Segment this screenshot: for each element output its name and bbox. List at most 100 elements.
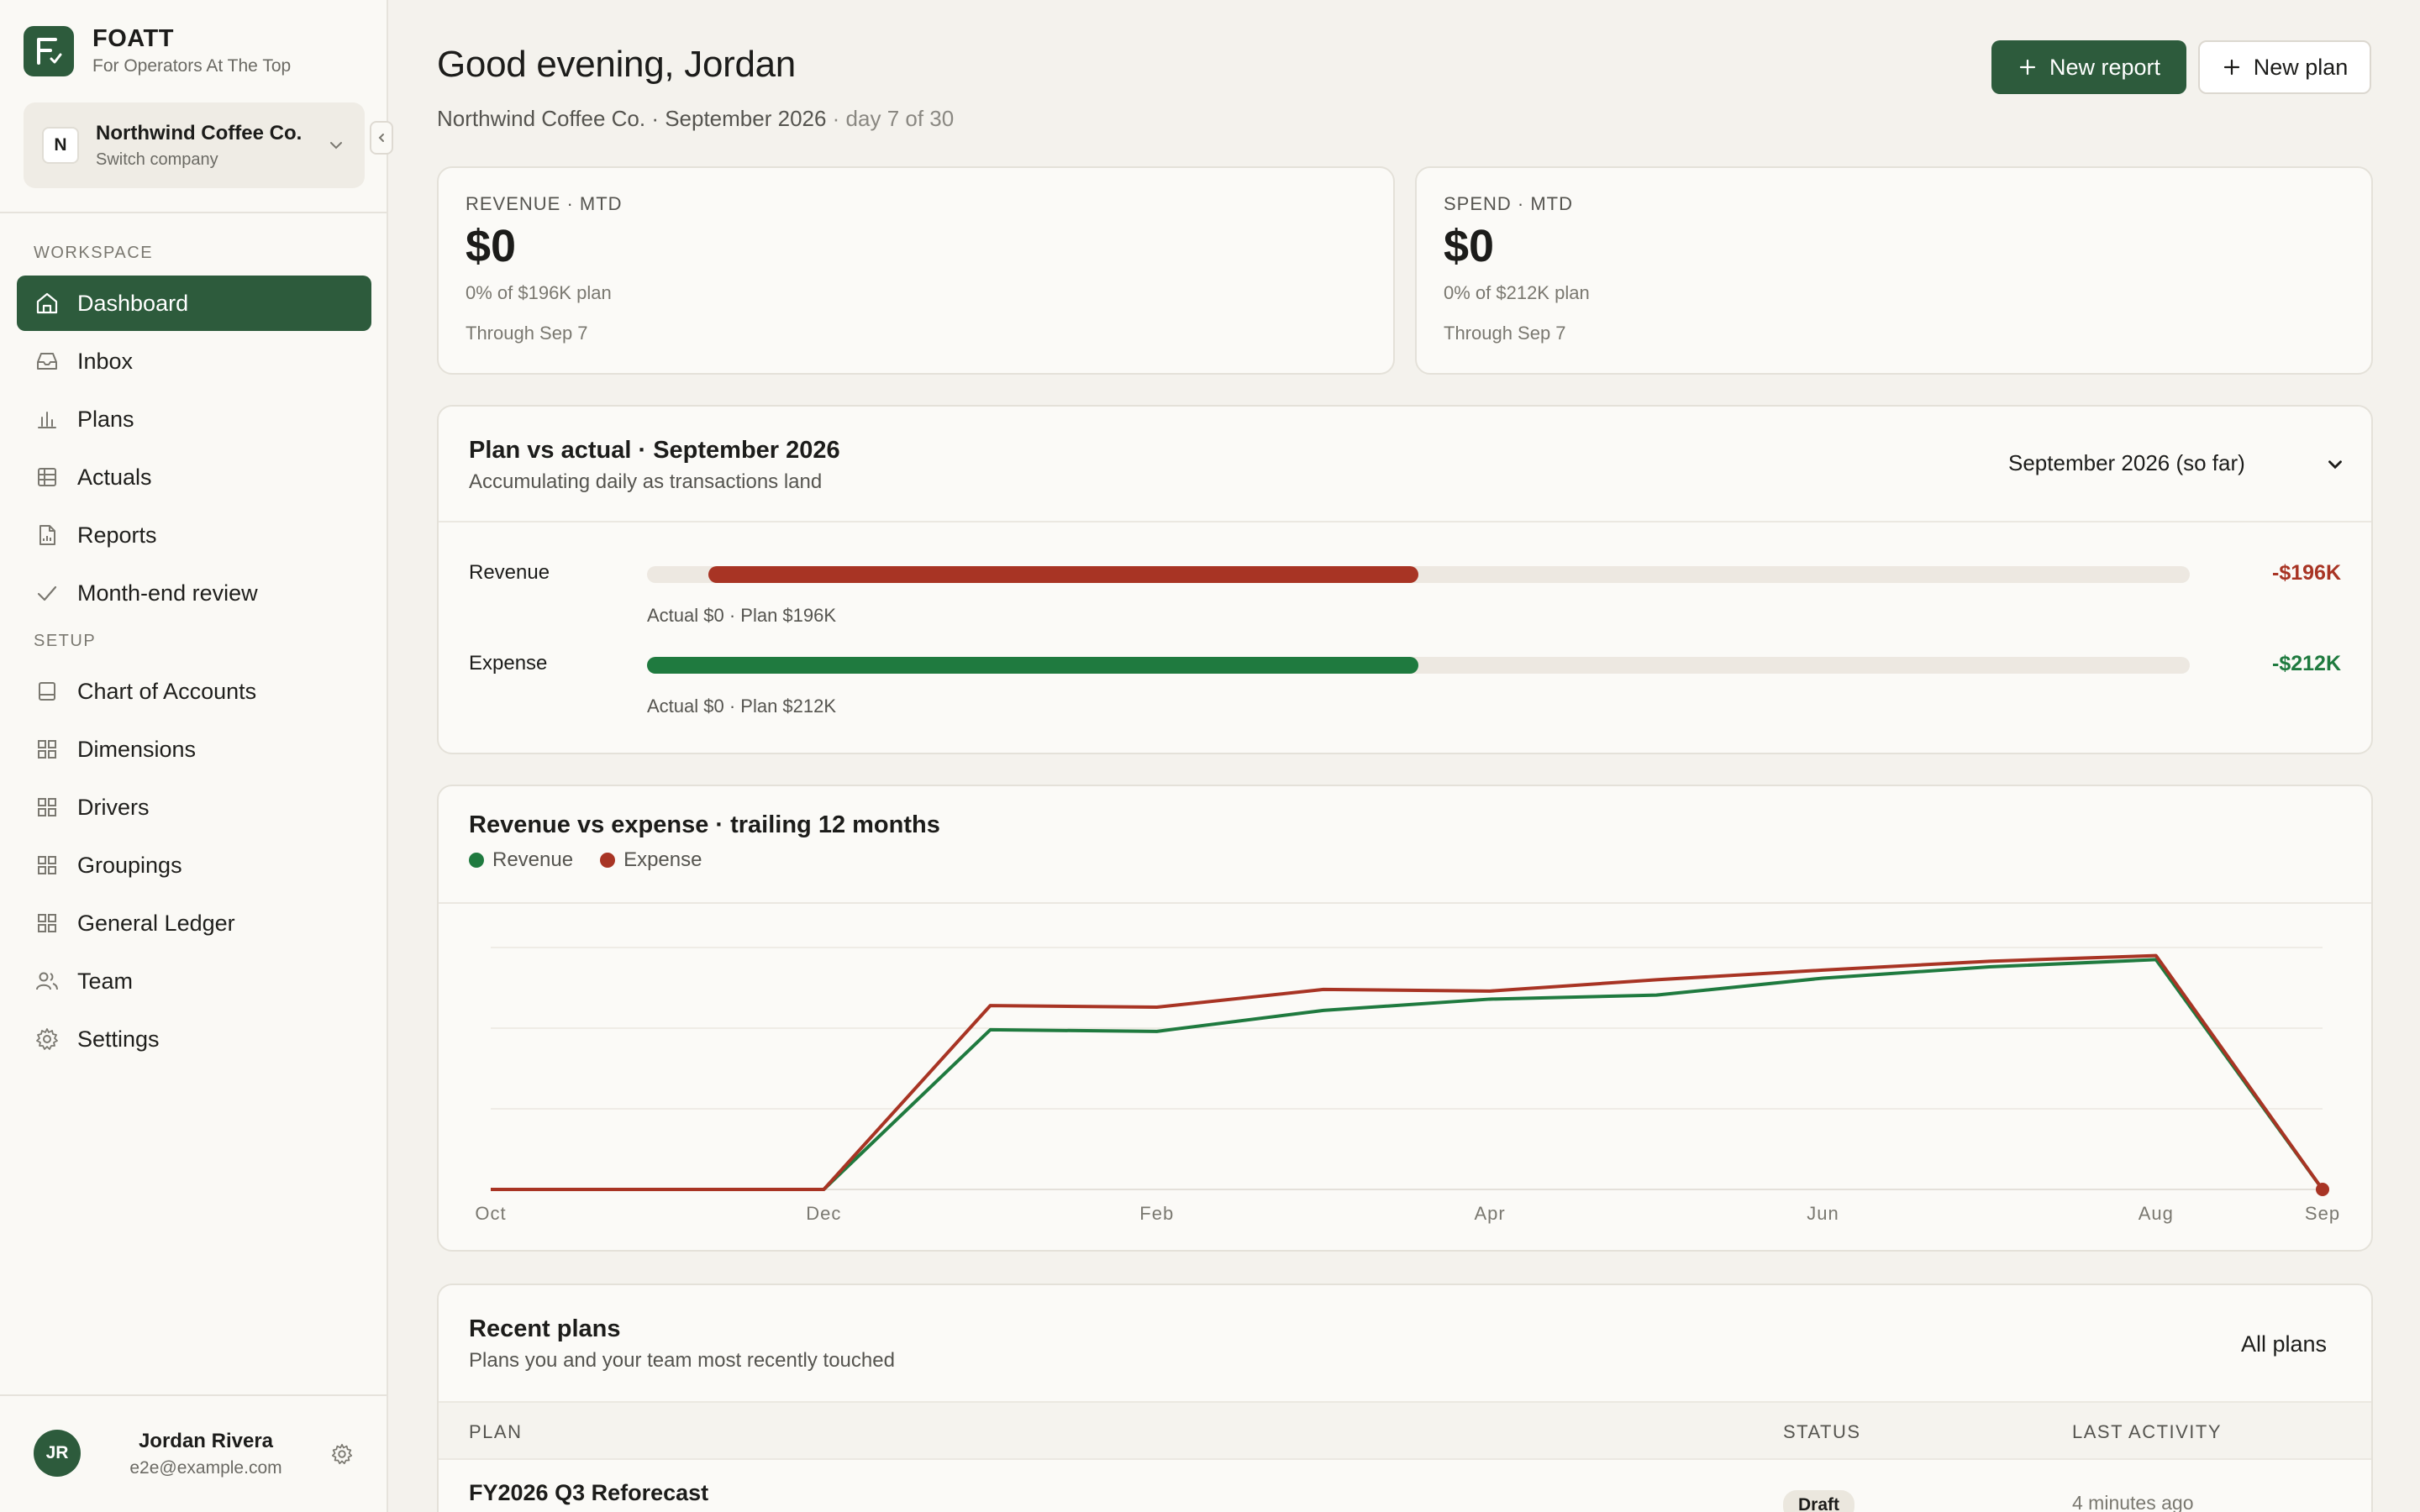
sidebar-item-inbox[interactable]: Inbox <box>17 333 371 389</box>
workspace-section-label: WORKSPACE <box>34 244 154 262</box>
sidebar-item-chart-of-accounts[interactable]: Chart of Accounts <box>17 664 371 719</box>
sidebar-item-label: Drivers <box>77 794 150 820</box>
sidebar-item-dimensions[interactable]: Dimensions <box>17 722 371 777</box>
sidebar-item-groupings[interactable]: Groupings <box>17 837 371 893</box>
sidebar-item-reports[interactable]: Reports <box>17 507 371 563</box>
sidebar-item-label: Groupings <box>77 852 182 878</box>
revenue-kpi-card[interactable]: REVENUE · MTD $0 0% of $196K plan Throug… <box>437 166 1395 375</box>
card-divider <box>439 521 2371 522</box>
user-avatar[interactable]: JR <box>34 1430 81 1477</box>
inbox-icon <box>37 353 57 370</box>
sidebar-item-plans[interactable]: Plans <box>17 391 371 447</box>
kpi-through-date: Through Sep 7 <box>466 323 588 344</box>
sidebar-item-team[interactable]: Team <box>17 953 371 1009</box>
kpi-label: SPEND · MTD <box>1444 193 1573 214</box>
sidebar-item-label: General Ledger <box>77 910 235 936</box>
x-tick-label: Feb <box>1139 1203 1174 1224</box>
sidebar-item-settings[interactable]: Settings <box>17 1011 371 1067</box>
expense-bar-caption: Actual $0 · Plan $212K <box>647 696 837 717</box>
series-line-expense[interactable] <box>491 953 2324 1191</box>
sidebar-item-month-end-review[interactable]: Month-end review <box>17 565 371 621</box>
home-icon <box>36 292 58 314</box>
sidebar-item-label: Plans <box>77 406 134 432</box>
grid-icon <box>38 798 56 816</box>
column-header-last-activity[interactable]: LAST ACTIVITY <box>2072 1421 2223 1442</box>
revenue-bar-track <box>647 566 2190 583</box>
card-title: Plan vs actual · September 2026 <box>469 437 840 464</box>
sidebar-item-general-ledger[interactable]: General Ledger <box>17 895 371 951</box>
new-report-button[interactable]: New report <box>1991 40 2186 94</box>
all-plans-button[interactable]: All plans <box>2240 1331 2328 1357</box>
card-subtitle: Plans you and your team most recently to… <box>469 1349 895 1372</box>
expense-bar-label: Expense <box>469 652 548 675</box>
chevron-down-icon[interactable] <box>2324 454 2346 475</box>
sidebar-item-label: Team <box>77 968 134 994</box>
kpi-plan-percent: 0% of $196K plan <box>466 282 612 303</box>
x-tick-label: Jun <box>1807 1203 1839 1224</box>
chart-legend: Revenue Expense <box>469 848 729 872</box>
subtitle-day-progress: · day 7 of 30 <box>826 106 955 131</box>
sidebar-item-label: Settings <box>77 1026 160 1052</box>
user-divider <box>0 1394 387 1396</box>
subtitle-text: Northwind Coffee Co. · September 2026 <box>437 106 827 131</box>
brand-name: FOATT <box>92 25 174 52</box>
kpi-plan-percent: 0% of $212K plan <box>1444 282 1590 303</box>
legend-dot-icon <box>469 853 484 868</box>
user-email: e2e@example.com <box>129 1458 282 1478</box>
sidebar-divider <box>0 212 387 213</box>
ledger-icon <box>39 682 55 701</box>
sidebar-item-label: Month-end review <box>77 580 258 606</box>
spend-kpi-card[interactable]: SPEND · MTD $0 0% of $212K plan Through … <box>1415 166 2373 375</box>
column-header-status[interactable]: STATUS <box>1783 1421 1861 1442</box>
period-select-value: September 2026 (so far) <box>2008 450 2245 475</box>
period-select[interactable]: September 2026 (so far) <box>2008 450 2245 476</box>
new-report-label: New report <box>2049 54 2161 80</box>
company-name: Northwind Coffee Co. <box>96 121 302 144</box>
trend-chart-card: Revenue vs expense · trailing 12 months … <box>437 785 2373 1252</box>
brand-logo-icon <box>24 25 74 76</box>
sidebar-item-actuals[interactable]: Actuals <box>17 449 371 505</box>
x-tick-label: Apr <box>1474 1203 1505 1224</box>
expense-bar-fill <box>647 657 1418 674</box>
legend-item-revenue: Revenue <box>469 848 573 872</box>
column-header-plan[interactable]: PLAN <box>469 1421 523 1442</box>
company-avatar: N <box>42 127 79 164</box>
legend-item-expense: Expense <box>600 848 702 872</box>
sidebar-item-dashboard[interactable]: Dashboard <box>17 276 371 331</box>
check-icon <box>37 585 57 601</box>
revenue-bar-caption: Actual $0 · Plan $196K <box>647 605 837 626</box>
new-plan-button[interactable]: New plan <box>2198 40 2371 94</box>
setup-section-label: SETUP <box>34 632 97 650</box>
sidebar-item-label: Inbox <box>77 348 134 374</box>
card-divider <box>439 902 2371 904</box>
card-title: Recent plans <box>469 1315 621 1342</box>
plan-name[interactable]: FY2026 Q3 Reforecast <box>469 1480 709 1505</box>
card-subtitle: Accumulating daily as transactions land <box>469 470 823 493</box>
card-title: Revenue vs expense · trailing 12 months <box>469 811 940 838</box>
x-tick-label: Aug <box>2139 1203 2174 1224</box>
table-icon <box>38 468 56 486</box>
chevron-left-icon <box>378 134 384 142</box>
brand[interactable]: FOATT For Operators At The Top <box>24 25 291 76</box>
bar-chart-icon <box>38 412 56 428</box>
chevron-down-icon <box>330 142 342 150</box>
report-icon <box>39 525 55 545</box>
kpi-label: REVENUE · MTD <box>466 193 623 214</box>
sidebar-item-label: Reports <box>77 522 157 548</box>
collapse-sidebar-button[interactable] <box>370 121 393 155</box>
series-line-revenue[interactable] <box>491 958 2324 1191</box>
switch-company-label: Switch company <box>96 150 218 169</box>
legend-label: Revenue <box>492 848 574 871</box>
page-subtitle: Northwind Coffee Co. · September 2026 · … <box>437 106 954 132</box>
gear-icon <box>36 1028 58 1050</box>
series-end-point[interactable] <box>2316 1183 2329 1196</box>
user-settings-gear-icon[interactable] <box>329 1441 355 1467</box>
revenue-bar-fill <box>708 566 1418 583</box>
company-switcher[interactable]: N Northwind Coffee Co. Switch company <box>24 102 365 188</box>
sidebar-item-label: Dimensions <box>77 736 197 762</box>
kpi-value: $0 <box>466 221 517 271</box>
x-tick-label: Sep <box>2305 1203 2340 1224</box>
sidebar-item-drivers[interactable]: Drivers <box>17 780 371 835</box>
sidebar: FOATT For Operators At The Top N Northwi… <box>0 0 393 1512</box>
x-tick-label: Oct <box>475 1203 506 1224</box>
